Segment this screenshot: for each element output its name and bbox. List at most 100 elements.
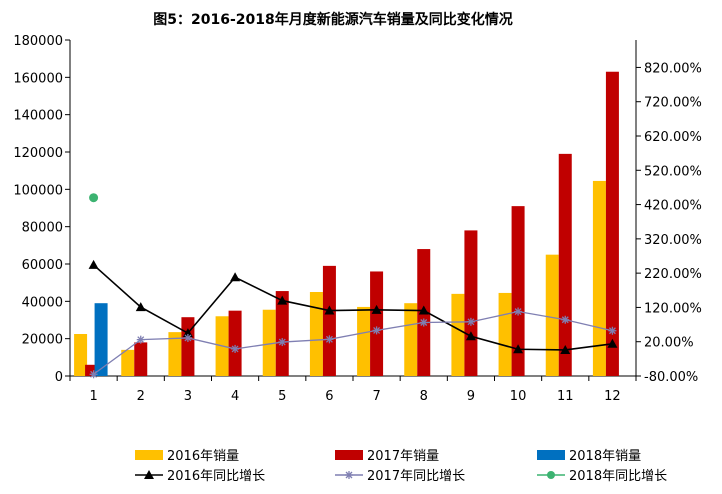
legend-item-2016年同比增长: 2016年同比增长 bbox=[135, 469, 265, 484]
bar-2016年销量-2 bbox=[121, 349, 135, 376]
legend-swatch bbox=[335, 450, 363, 460]
y-tick-label: 80000 bbox=[22, 221, 63, 236]
bar-2017年销量-9 bbox=[464, 230, 478, 376]
y2-tick-label: 420.00% bbox=[644, 199, 702, 214]
point-2017年同比增长-6 bbox=[325, 335, 334, 344]
x-tick-label: 11 bbox=[557, 389, 574, 404]
point-2016年同比增长-4 bbox=[230, 272, 241, 282]
point-2017年同比增长-8 bbox=[419, 318, 428, 327]
point-2017年同比增长-12 bbox=[608, 326, 617, 335]
bar-2016年销量-8 bbox=[404, 303, 418, 376]
y2-tick-label: 520.00% bbox=[644, 164, 702, 179]
legend-label: 2018年同比增长 bbox=[569, 469, 667, 484]
x-tick-label: 5 bbox=[278, 389, 286, 404]
x-tick-label: 6 bbox=[325, 389, 333, 404]
line-2016年同比增长 bbox=[93, 264, 613, 351]
bar-2017年销量-11 bbox=[558, 153, 572, 376]
point-2016年同比增长-6 bbox=[324, 305, 335, 315]
x-tick-label: 7 bbox=[372, 389, 380, 404]
bar-2017年销量-1 bbox=[85, 364, 99, 376]
bar-2016年销量-5 bbox=[262, 309, 276, 376]
point-2017年同比增长-10 bbox=[514, 307, 523, 316]
point-2017年同比增长-7 bbox=[372, 326, 381, 335]
legend-label: 2018年销量 bbox=[569, 449, 641, 464]
bar-2016年销量-9 bbox=[451, 293, 465, 376]
point-2017年同比增长-5 bbox=[278, 338, 287, 347]
plot-area: 0 20000 40000 60000 80000 100000 120000 140000 1… bbox=[13, 34, 701, 404]
bar-2017年销量-7 bbox=[370, 271, 384, 376]
point-2016年同比增长-8 bbox=[418, 305, 429, 315]
point-2017年同比增长-9 bbox=[466, 317, 475, 326]
bar-2016年销量-11 bbox=[545, 254, 559, 376]
point-2017年同比增长-11 bbox=[561, 315, 570, 324]
y2-tick-label: 320.00% bbox=[644, 233, 702, 248]
y-tick-label: 40000 bbox=[22, 295, 63, 310]
bar-2017年销量-4 bbox=[228, 310, 242, 376]
y-tick-label: 0 bbox=[55, 370, 63, 385]
y-tick-label: 120000 bbox=[13, 146, 63, 161]
bar-2016年销量-7 bbox=[357, 306, 371, 376]
point-2017年同比增长-2 bbox=[136, 335, 145, 344]
legend-marker bbox=[345, 471, 353, 479]
point-2016年同比增长-2 bbox=[135, 302, 146, 312]
bar-2017年销量-5 bbox=[275, 291, 289, 376]
point-2017年同比增长-1 bbox=[89, 370, 98, 379]
bar-2018年销量-1 bbox=[94, 303, 108, 376]
x-tick-label: 4 bbox=[231, 389, 239, 404]
legend-marker bbox=[547, 471, 555, 479]
point-2017年同比增长-3 bbox=[183, 333, 192, 342]
y-tick-label: 60000 bbox=[22, 258, 63, 273]
legend-label: 2016年销量 bbox=[167, 449, 239, 464]
bar-2016年销量-10 bbox=[498, 292, 512, 376]
bar-2017年销量-10 bbox=[511, 206, 525, 376]
legend-item-2017年销量: 2017年销量 bbox=[335, 449, 439, 464]
legend-item-2017年同比增长: 2017年同比增长 bbox=[335, 469, 465, 484]
y2-tick-label: 820.00% bbox=[644, 61, 702, 76]
legend-item-2018年销量: 2018年销量 bbox=[537, 449, 641, 464]
y2-tick-label: 20.00% bbox=[644, 336, 694, 351]
bar-2016年销量-1 bbox=[74, 334, 88, 376]
line-2017年同比增长 bbox=[93, 310, 613, 375]
legend-label: 2017年同比增长 bbox=[367, 469, 465, 484]
y2-tick-label: 720.00% bbox=[644, 96, 702, 111]
legend-item-2016年销量: 2016年销量 bbox=[135, 449, 239, 464]
point-2017年同比增长-4 bbox=[231, 344, 240, 353]
y-tick-label: 180000 bbox=[13, 34, 63, 49]
chart-title: 图5：2016-2018年月度新能源汽车销量及同比变化情况 bbox=[153, 11, 512, 28]
legend-swatch bbox=[537, 450, 565, 460]
x-tick-label: 2 bbox=[137, 389, 145, 404]
bar-2017年销量-6 bbox=[322, 265, 336, 376]
x-tick-label: 12 bbox=[604, 389, 621, 404]
point-2016年同比增长-5 bbox=[277, 295, 288, 305]
bar-2017年销量-12 bbox=[605, 71, 619, 376]
point-2016年同比增长-11 bbox=[560, 344, 571, 354]
point-2016年同比增长-9 bbox=[465, 331, 476, 341]
x-tick-label: 1 bbox=[89, 389, 97, 404]
y2-tick-label: -80.00% bbox=[644, 370, 698, 385]
x-tick-label: 9 bbox=[467, 389, 475, 404]
point-2016年同比增长-12 bbox=[607, 338, 618, 348]
legend-label: 2017年销量 bbox=[367, 449, 439, 464]
legend-swatch bbox=[135, 450, 163, 460]
point-2016年同比增长-7 bbox=[371, 304, 382, 314]
legend-item-2018年同比增长: 2018年同比增长 bbox=[537, 469, 667, 484]
x-tick-label: 10 bbox=[510, 389, 527, 404]
bar-2017年销量-2 bbox=[134, 342, 148, 376]
x-tick-label: 3 bbox=[184, 389, 192, 404]
legend-label: 2016年同比增长 bbox=[167, 469, 265, 484]
y-tick-label: 160000 bbox=[13, 71, 63, 86]
y2-tick-label: 220.00% bbox=[644, 267, 702, 282]
x-tick-label: 8 bbox=[420, 389, 428, 404]
point-2018年同比增长-1 bbox=[89, 193, 99, 203]
bar-2017年销量-3 bbox=[181, 317, 195, 376]
y-tick-label: 140000 bbox=[13, 109, 63, 124]
y-tick-label: 100000 bbox=[13, 183, 63, 198]
y-tick-label: 20000 bbox=[22, 333, 63, 348]
bar-2016年销量-6 bbox=[309, 292, 323, 376]
bar-2016年销量-3 bbox=[168, 332, 182, 376]
legend-marker bbox=[144, 470, 154, 479]
point-2016年同比增长-1 bbox=[88, 259, 99, 269]
y2-tick-label: 120.00% bbox=[644, 301, 702, 316]
y2-tick-label: 620.00% bbox=[644, 130, 702, 145]
